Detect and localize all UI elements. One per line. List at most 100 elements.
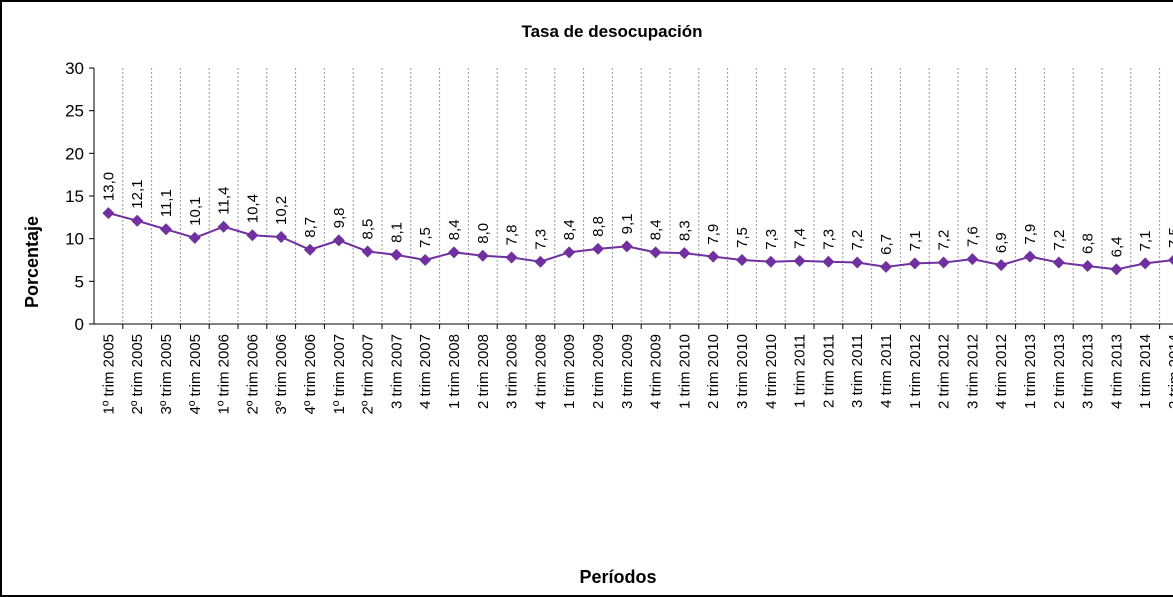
data-label: 7,5: [1166, 227, 1173, 248]
data-label: 8,0: [475, 223, 492, 244]
data-marker: [1168, 255, 1173, 265]
x-tick-label: 4 trim 2010: [763, 334, 780, 409]
data-label: 7,4: [792, 228, 809, 249]
data-marker: [995, 259, 1008, 272]
x-tick-label: 2º trim 2005: [129, 334, 146, 415]
x-tick-label: 2 trim 2010: [705, 334, 722, 409]
x-tick-label: 1 trim 2009: [561, 334, 578, 409]
data-marker: [563, 246, 576, 259]
data-marker: [419, 254, 432, 266]
data-marker: [1110, 263, 1123, 276]
data-label: 8,3: [676, 220, 693, 241]
y-tick-label: 0: [75, 315, 84, 334]
x-tick-label: 3 trim 2010: [734, 334, 751, 409]
data-label: 7,3: [820, 229, 837, 250]
data-label: 8,7: [302, 217, 319, 238]
data-marker: [764, 255, 777, 268]
x-tick-label: 1 trim 2014: [1137, 334, 1154, 409]
x-tick-label: 2 trim 2013: [1051, 334, 1068, 409]
data-label: 10,4: [244, 194, 261, 223]
data-marker: [707, 250, 720, 263]
y-tick-label: 10: [65, 230, 84, 249]
x-tick-label: 1º trim 2007: [331, 334, 348, 415]
data-marker: [908, 257, 921, 270]
x-tick-label: 1 trim 2010: [676, 334, 693, 409]
y-tick-label: 5: [75, 272, 84, 291]
data-label: 7,8: [504, 225, 521, 246]
data-marker: [304, 243, 316, 256]
data-label: 11,1: [158, 189, 175, 217]
data-label: 6,8: [1080, 233, 1097, 254]
data-marker: [851, 256, 864, 269]
x-tick-label: 2º trim 2007: [360, 334, 377, 415]
data-marker: [793, 254, 806, 267]
y-axis-label: Porcentaje: [22, 216, 42, 308]
data-label: 7,2: [849, 230, 866, 251]
data-label: 8,4: [446, 219, 463, 240]
x-tick-label: 2 trim 2009: [590, 334, 607, 409]
data-label: 8,4: [561, 219, 578, 240]
data-marker: [620, 240, 633, 253]
data-label: 12,1: [129, 180, 146, 209]
data-label: 7,9: [705, 224, 722, 245]
x-tick-label: 3º trim 2006: [273, 334, 290, 415]
x-tick-label: 4 trim 2007: [417, 334, 434, 409]
x-tick-label: 3 trim 2007: [388, 334, 405, 409]
data-marker: [275, 230, 288, 243]
x-tick-label: 2 trim 2011: [820, 334, 837, 408]
data-label: 9,8: [331, 208, 348, 229]
x-tick-label: 2 trim 2008: [475, 334, 492, 409]
data-label: 7,5: [417, 227, 434, 248]
data-label: 8,5: [360, 219, 377, 240]
x-tick-label: 4 trim 2008: [532, 334, 549, 409]
data-marker: [1081, 259, 1094, 272]
data-label: 7,1: [1137, 231, 1154, 252]
x-tick-label: 4º trim 2005: [187, 334, 204, 415]
x-tick-label: 2 trim 2012: [936, 334, 953, 409]
data-label: 7,1: [907, 231, 924, 252]
data-marker: [966, 253, 979, 266]
data-marker: [937, 256, 950, 269]
data-marker: [534, 255, 547, 268]
x-tick-label: 2º trim 2006: [244, 334, 261, 415]
y-tick-label: 15: [65, 187, 84, 206]
data-marker: [188, 231, 201, 244]
x-tick-label: 1 trim 2012: [907, 334, 924, 409]
data-label: 13,0: [100, 172, 117, 201]
data-marker: [246, 229, 259, 242]
x-tick-label: 1 trim 2011: [792, 334, 809, 408]
x-tick-label: 1 trim 2008: [446, 334, 463, 409]
data-marker: [361, 245, 374, 258]
data-marker: [102, 207, 115, 220]
x-tick-label: 4 trim 2009: [648, 334, 665, 409]
y-tick-label: 30: [65, 59, 84, 78]
x-tick-label: 3 trim 2012: [964, 334, 981, 409]
data-marker: [822, 255, 835, 268]
data-marker: [390, 248, 403, 261]
data-label: 9,1: [619, 213, 636, 234]
x-tick-label: 1 trim 2013: [1022, 334, 1039, 409]
data-marker: [476, 249, 489, 262]
data-marker: [131, 214, 144, 227]
data-marker: [1052, 256, 1065, 269]
data-label: 7,3: [532, 229, 549, 250]
data-label: 6,9: [993, 232, 1010, 253]
data-label: 6,7: [878, 234, 895, 255]
data-label: 10,1: [187, 197, 204, 226]
data-label: 7,5: [734, 227, 751, 248]
data-label: 7,9: [1022, 224, 1039, 245]
y-tick-label: 20: [65, 144, 84, 163]
data-label: 10,2: [273, 196, 290, 225]
data-marker: [217, 220, 230, 233]
data-marker: [448, 246, 460, 259]
data-marker: [880, 260, 892, 273]
x-tick-label: 1º trim 2006: [216, 334, 233, 415]
data-label: 8,4: [648, 219, 665, 240]
x-tick-label: 4 trim 2012: [993, 334, 1010, 409]
y-tick-label: 25: [65, 102, 84, 121]
data-label: 11,4: [216, 187, 233, 215]
data-marker: [592, 242, 604, 255]
data-label: 8,1: [388, 222, 405, 243]
x-tick-label: 4 trim 2013: [1108, 334, 1125, 409]
